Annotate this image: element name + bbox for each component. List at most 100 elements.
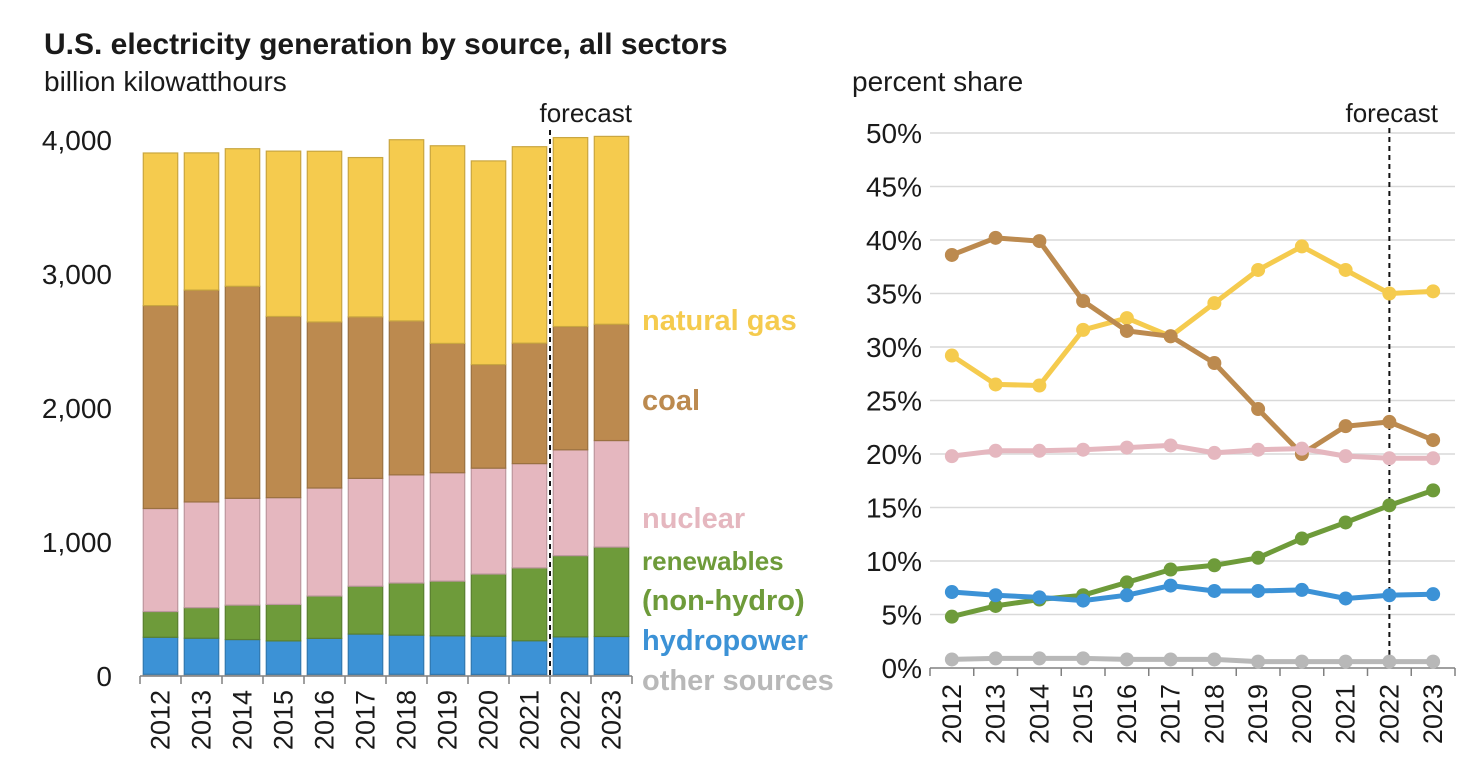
- bar-segment-coal: [306, 321, 343, 489]
- data-point-renewables: [1207, 558, 1222, 573]
- data-point-coal: [1076, 293, 1091, 308]
- x-tick-label: 2014: [228, 690, 258, 750]
- y-tick-label: 15%: [866, 493, 922, 524]
- data-point-hydropower: [1338, 591, 1353, 606]
- left-axis-unit: billion kilowatthours: [44, 66, 287, 97]
- data-point-hydropower: [944, 585, 959, 600]
- x-tick-label: 2023: [597, 690, 627, 750]
- bar-segment-hydropower: [552, 636, 589, 675]
- y-tick-label: 0: [96, 661, 112, 692]
- bar-segment-renewables: [347, 585, 384, 635]
- bar-segment-natural_gas: [593, 135, 630, 325]
- bar-segment-nuclear: [470, 467, 507, 575]
- data-point-coal: [988, 230, 1003, 245]
- forecast-label: forecast: [540, 98, 633, 128]
- data-point-coal: [1032, 234, 1047, 249]
- data-point-hydropower: [1163, 578, 1178, 593]
- data-point-other: [1032, 651, 1047, 666]
- data-point-natural_gas: [1294, 239, 1309, 254]
- bar-segment-renewables: [429, 580, 466, 637]
- series-label-coal: coal: [642, 385, 700, 417]
- bar-segment-renewables: [511, 567, 548, 642]
- bar-segment-renewables: [470, 573, 507, 637]
- series-line-natural_gas: [950, 243, 1434, 388]
- x-tick-label: 2021: [1331, 684, 1361, 744]
- y-tick-label: 2,000: [42, 393, 112, 424]
- bar-segment-renewables: [388, 582, 425, 636]
- bar-segment-hydropower: [511, 640, 548, 675]
- x-tick-label: 2018: [1199, 684, 1229, 744]
- data-point-nuclear: [1076, 442, 1091, 457]
- y-tick-label: 50%: [866, 118, 922, 149]
- data-point-hydropower: [1076, 593, 1091, 608]
- bar-segment-nuclear: [265, 497, 302, 606]
- bar-segment-hydropower: [224, 638, 261, 675]
- data-point-nuclear: [1163, 438, 1178, 453]
- bar-segment-renewables: [224, 604, 261, 641]
- bar-segment-hydropower: [470, 635, 507, 675]
- data-point-other: [1076, 651, 1091, 666]
- series-label-renewables: (non-hydro): [642, 585, 805, 617]
- x-tick-label: 2012: [146, 690, 176, 750]
- stacked-bar-chart: 0 1,000 2,000 3,000 4,000 2012 2013 2014 2015 201…: [42, 98, 834, 750]
- bar-segment-coal: [429, 342, 466, 474]
- y-tick-label: 25%: [866, 386, 922, 417]
- percent-share-line-chart: 0% 5% 10% 15% 20% 25% 30% 35% 40% 45% 50% 2012 2013 2…: [866, 98, 1456, 744]
- data-point-renewables: [988, 598, 1003, 613]
- bar-segment-nuclear: [511, 463, 548, 569]
- series-line-nuclear: [951, 442, 1434, 461]
- y-tick-label: 45%: [866, 172, 922, 203]
- data-point-nuclear: [1426, 451, 1441, 466]
- series-line-coal: [950, 235, 1435, 457]
- bar-segment-natural_gas: [265, 150, 302, 318]
- y-tick-label: 0%: [882, 653, 922, 684]
- y-tick-label: 3,000: [42, 259, 112, 290]
- y-tick-label: 30%: [866, 332, 922, 363]
- series-line-other: [951, 655, 1434, 665]
- data-point-nuclear: [988, 443, 1003, 458]
- bar-segment-natural_gas: [224, 148, 261, 287]
- x-tick-label: 2016: [310, 690, 340, 750]
- x-tick-label: 2015: [269, 690, 299, 750]
- data-point-natural_gas: [1382, 286, 1397, 301]
- bar-segment-nuclear: [552, 449, 589, 557]
- y-tick-label: 20%: [866, 439, 922, 470]
- data-point-other: [988, 651, 1003, 666]
- x-tick-label: 2019: [433, 690, 463, 750]
- bar-segment-renewables: [552, 555, 589, 638]
- data-point-hydropower: [1426, 587, 1441, 602]
- bar-segment-hydropower: [388, 634, 425, 675]
- bar-segment-nuclear: [429, 472, 466, 582]
- y-tick-label: 35%: [866, 279, 922, 310]
- data-point-coal: [1426, 433, 1441, 448]
- y-tick-label: 5%: [882, 600, 922, 631]
- bar-segment-hydropower: [347, 633, 384, 675]
- data-point-other: [1207, 652, 1222, 667]
- data-point-other: [1382, 654, 1397, 669]
- data-point-hydropower: [1294, 582, 1309, 597]
- x-tick-label: 2012: [937, 684, 967, 744]
- bar-segment-hydropower: [429, 635, 466, 675]
- forecast-label: forecast: [1346, 98, 1439, 128]
- bar-segment-renewables: [593, 546, 630, 638]
- bar-segment-hydropower: [142, 636, 179, 675]
- data-point-other: [1338, 654, 1353, 669]
- data-point-coal: [1119, 323, 1134, 338]
- bar-segment-natural_gas: [142, 152, 179, 307]
- bar-segment-coal: [593, 323, 630, 442]
- x-tick-label: 2021: [515, 690, 545, 750]
- x-tick-label: 2018: [392, 690, 422, 750]
- bar-segment-renewables: [142, 610, 179, 638]
- data-point-hydropower: [1119, 588, 1134, 603]
- bar-segment-nuclear: [306, 487, 343, 597]
- data-point-coal: [944, 247, 959, 262]
- data-point-other: [1251, 654, 1266, 669]
- data-point-nuclear: [1382, 451, 1397, 466]
- series-label-hydropower: hydropower: [642, 625, 808, 657]
- data-point-nuclear: [1032, 443, 1047, 458]
- data-point-renewables: [1294, 531, 1309, 546]
- x-tick-label: 2017: [1156, 684, 1186, 744]
- bar-segment-renewables: [265, 603, 302, 642]
- data-point-natural_gas: [1076, 322, 1091, 337]
